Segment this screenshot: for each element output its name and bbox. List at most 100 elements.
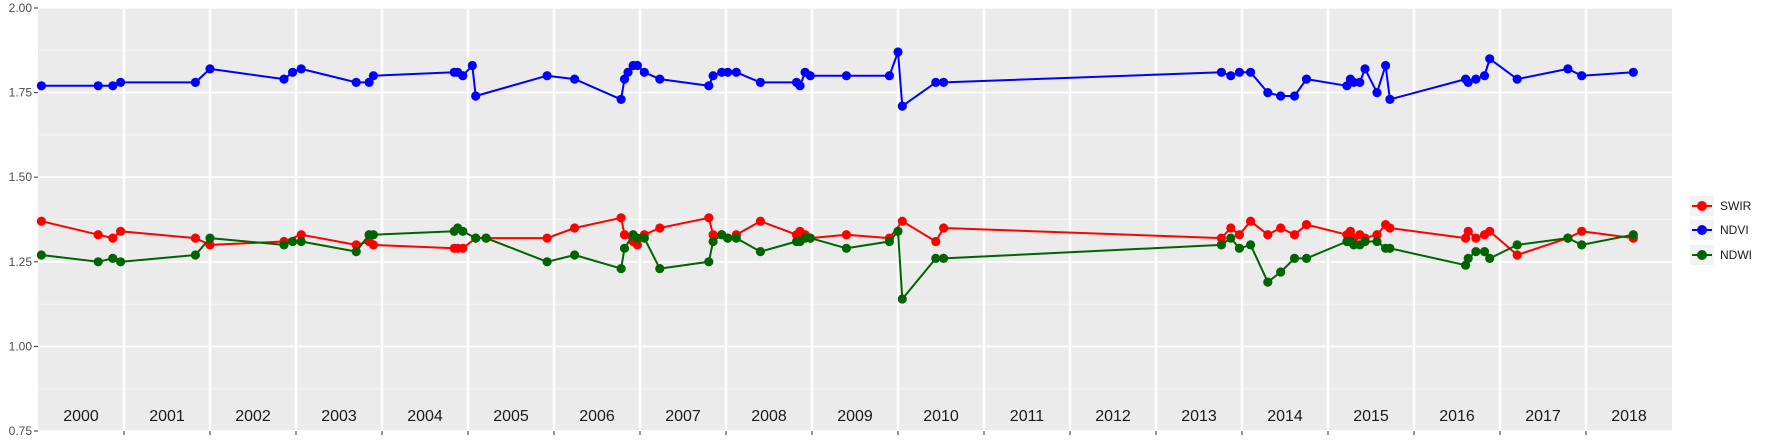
year-label: 2007 <box>665 408 701 425</box>
data-point-ndwi <box>351 247 361 257</box>
series-ndwi <box>36 223 1638 304</box>
data-point-ndwi <box>639 233 649 243</box>
data-point-ndvi <box>619 74 630 84</box>
data-point-swir <box>1512 250 1522 260</box>
data-point-ndwi <box>755 247 766 257</box>
data-point-ndvi <box>931 77 941 87</box>
y-tick-label: 2.00 <box>9 1 33 15</box>
data-point-swir <box>619 230 630 240</box>
data-point-ndvi <box>288 67 298 77</box>
year-label: 2018 <box>1611 408 1647 425</box>
data-point-swir <box>93 230 103 240</box>
data-point-ndvi <box>108 81 118 91</box>
year-label: 2000 <box>63 408 99 425</box>
data-point-ndwi <box>570 250 580 260</box>
data-point-ndwi <box>36 250 47 260</box>
data-point-ndwi <box>1385 243 1395 253</box>
data-point-ndvi <box>795 81 805 91</box>
legend-item-ndvi[interactable]: NDVI <box>1690 220 1749 240</box>
data-point-ndvi <box>1385 94 1395 104</box>
data-point-ndvi <box>1485 54 1495 64</box>
legend[interactable]: SWIR NDVI NDWI <box>1690 196 1752 265</box>
data-point-ndvi <box>1355 77 1365 87</box>
legend-item-ndwi[interactable]: NDWI <box>1690 245 1752 265</box>
year-label: 2013 <box>1181 408 1217 425</box>
data-point-swir <box>570 223 580 233</box>
data-point-ndwi <box>108 253 118 263</box>
data-point-swir <box>205 240 215 250</box>
data-point-swir <box>1263 230 1273 240</box>
data-point-ndvi <box>1463 77 1473 87</box>
data-point-ndwi <box>884 236 895 247</box>
data-point-ndvi <box>368 71 378 81</box>
data-point-swir <box>108 233 118 243</box>
data-point-ndwi <box>731 233 741 243</box>
data-point-ndvi <box>616 94 626 104</box>
data-point-ndwi <box>296 236 306 247</box>
data-point-ndvi <box>190 77 200 87</box>
data-point-ndvi <box>723 67 733 77</box>
data-point-ndwi <box>939 253 949 263</box>
year-label: 2010 <box>923 408 959 425</box>
data-point-ndwi <box>471 233 481 243</box>
data-point-swir <box>1463 226 1473 236</box>
grid-lines <box>38 7 1672 432</box>
y-tick-label: 1.75 <box>9 86 33 100</box>
data-point-ndwi <box>93 257 103 267</box>
data-point-ndvi <box>841 71 852 81</box>
y-tick-label: 1.50 <box>9 170 33 184</box>
year-label: 2003 <box>321 408 357 425</box>
data-point-swir <box>116 226 126 236</box>
data-point-ndvi <box>279 74 289 84</box>
data-point-ndvi <box>351 77 361 87</box>
data-point-swir <box>1246 216 1256 226</box>
data-point-swir <box>1471 233 1481 243</box>
axes: 0.75 1.00 1.25 1.50 1.75 2.00 <box>9 1 1587 438</box>
data-point-ndwi <box>616 264 626 274</box>
data-point-swir <box>1345 226 1355 236</box>
data-point-ndwi <box>1263 277 1273 287</box>
data-point-ndvi <box>458 71 468 81</box>
data-point-ndvi <box>893 47 903 57</box>
data-point-swir <box>616 213 626 223</box>
data-point-ndvi <box>708 71 718 81</box>
data-point-ndvi <box>296 64 306 74</box>
data-point-ndwi <box>619 243 630 253</box>
data-point-ndwi <box>1360 236 1370 247</box>
data-point-ndvi <box>1563 64 1573 74</box>
data-point-swir <box>931 236 941 247</box>
data-point-swir <box>1226 223 1236 233</box>
data-point-ndwi <box>708 236 718 247</box>
data-point-ndvi <box>1289 91 1300 101</box>
data-point-ndwi <box>723 233 733 243</box>
data-point-ndwi <box>1471 247 1481 257</box>
data-point-ndwi <box>1463 253 1473 263</box>
data-point-ndvi <box>116 77 126 87</box>
year-label: 2015 <box>1353 408 1389 425</box>
data-point-ndvi <box>1372 88 1382 98</box>
data-point-ndvi <box>471 91 481 101</box>
data-point-ndwi <box>279 240 289 250</box>
data-point-ndvi <box>93 81 103 91</box>
data-point-ndvi <box>1360 64 1370 74</box>
data-point-ndvi <box>655 74 665 84</box>
legend-item-swir[interactable]: SWIR <box>1690 196 1752 216</box>
year-label: 2012 <box>1095 408 1131 425</box>
data-point-ndwi <box>1276 267 1286 277</box>
data-point-ndwi <box>1512 240 1522 250</box>
data-point-ndvi <box>1246 67 1256 77</box>
y-tick-label: 1.00 <box>9 339 33 353</box>
data-point-ndwi <box>893 226 903 236</box>
year-labels: 2000 2001 2002 2003 2004 2005 2006 2007 2008 2009… <box>63 408 1647 425</box>
data-point-ndvi <box>1381 60 1391 71</box>
data-point-ndvi <box>1276 91 1286 101</box>
data-point-ndwi <box>116 257 126 267</box>
legend-label: NDVI <box>1720 223 1749 237</box>
data-point-swir <box>655 223 665 233</box>
data-point-ndvi <box>1577 71 1587 81</box>
data-point-ndvi <box>467 60 477 71</box>
data-point-ndvi <box>1263 88 1273 98</box>
year-label: 2001 <box>149 408 185 425</box>
year-label: 2004 <box>407 408 443 425</box>
data-point-ndvi <box>623 67 633 77</box>
